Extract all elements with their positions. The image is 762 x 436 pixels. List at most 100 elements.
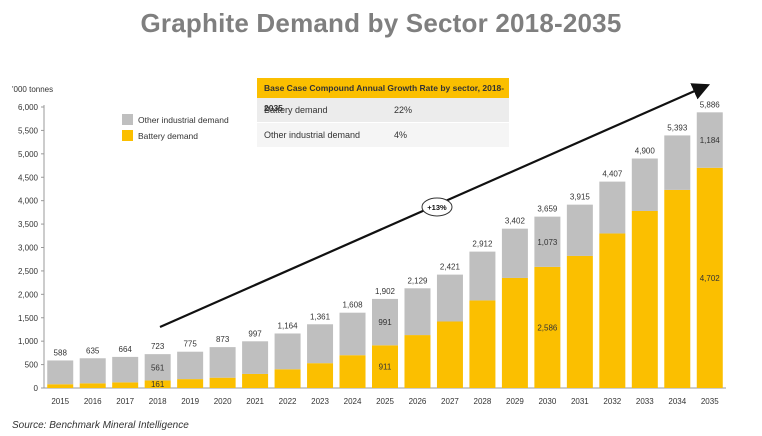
y-tick-label: 500 xyxy=(25,361,39,370)
x-tick-label: 2021 xyxy=(246,397,264,406)
cagr-table: Base Case Compound Annual Growth Rate by… xyxy=(257,78,509,148)
x-tick-label: 2031 xyxy=(571,397,589,406)
segment-label-other-2035: 1,184 xyxy=(700,136,721,145)
y-tick-label: 5,500 xyxy=(18,126,39,135)
x-tick-label: 2023 xyxy=(311,397,329,406)
bar-other-2029 xyxy=(501,228,528,278)
x-tick-label: 2034 xyxy=(668,397,686,406)
bar-battery-2018 xyxy=(144,380,171,388)
total-label-2032: 4,407 xyxy=(602,170,623,179)
y-tick-label: 4,000 xyxy=(18,197,39,206)
y-unit-label: '000 tonnes xyxy=(12,85,53,94)
x-tick-label: 2019 xyxy=(181,397,199,406)
bar-battery-2031 xyxy=(566,255,593,388)
x-tick-label: 2032 xyxy=(603,397,621,406)
total-label-2033: 4,900 xyxy=(635,147,656,156)
x-tick-label: 2016 xyxy=(84,397,102,406)
x-tick-label: 2017 xyxy=(116,397,134,406)
legend-swatch-0 xyxy=(122,114,133,125)
total-label-2035: 5,886 xyxy=(700,100,721,109)
total-label-2019: 775 xyxy=(183,340,197,349)
segment-label-other-2018: 561 xyxy=(151,363,165,372)
bar-other-2025 xyxy=(372,298,398,346)
bar-battery-2023 xyxy=(307,363,334,388)
bar-battery-2016 xyxy=(79,383,106,388)
legend-swatch-1 xyxy=(122,130,133,141)
y-tick-label: 3,000 xyxy=(18,244,39,253)
x-tick-label: 2025 xyxy=(376,397,394,406)
bar-battery-2021 xyxy=(242,373,269,388)
bar-other-2017 xyxy=(112,356,139,383)
y-tick-label: 1,500 xyxy=(18,314,39,323)
x-tick-label: 2020 xyxy=(214,397,232,406)
y-tick-label: 3,500 xyxy=(18,220,39,229)
legend-label-1: Battery demand xyxy=(138,131,198,141)
bar-battery-2033 xyxy=(631,210,658,388)
x-tick-label: 2024 xyxy=(344,397,362,406)
bar-battery-2028 xyxy=(469,300,496,388)
total-label-2018: 723 xyxy=(151,342,165,351)
bar-other-2022 xyxy=(274,333,301,370)
bar-battery-2034 xyxy=(664,189,691,388)
segment-label-other-2030: 1,073 xyxy=(537,238,558,247)
total-label-2034: 5,393 xyxy=(667,123,688,132)
y-tick-label: 6,000 xyxy=(18,103,39,112)
bar-battery-2015 xyxy=(47,384,74,388)
y-tick-label: 2,000 xyxy=(18,290,39,299)
bar-battery-2032 xyxy=(599,233,626,388)
total-label-2028: 2,912 xyxy=(472,240,493,249)
cagr-row: Battery demand 22% xyxy=(257,98,509,123)
total-label-2026: 2,129 xyxy=(407,276,428,285)
legend-label-0: Other industrial demand xyxy=(138,115,229,125)
cagr-sector-other: Other industrial demand xyxy=(264,130,361,140)
bar-other-2033 xyxy=(631,158,658,211)
bar-other-2016 xyxy=(79,358,106,384)
total-label-2023: 1,361 xyxy=(310,312,331,321)
bar-other-2035 xyxy=(696,112,723,168)
total-label-2022: 1,164 xyxy=(278,321,299,330)
bar-other-2026 xyxy=(404,288,431,336)
cagr-value-other: 4% xyxy=(394,130,408,140)
total-label-2029: 3,402 xyxy=(505,217,526,226)
y-tick-label: 4,500 xyxy=(18,173,39,182)
bar-battery-2035 xyxy=(696,167,723,388)
total-label-2020: 873 xyxy=(216,335,230,344)
total-label-2016: 635 xyxy=(86,346,100,355)
x-tick-label: 2033 xyxy=(636,397,654,406)
bar-other-2032 xyxy=(599,181,626,234)
total-label-2024: 1,608 xyxy=(343,301,364,310)
segment-label-battery-2018: 161 xyxy=(151,380,165,389)
cagr-value-battery: 22% xyxy=(394,105,413,115)
bar-battery-2020 xyxy=(209,377,236,388)
total-label-2030: 3,659 xyxy=(537,205,558,214)
bar-other-2027 xyxy=(436,274,463,322)
segment-label-battery-2025: 911 xyxy=(379,363,392,372)
x-tick-label: 2027 xyxy=(441,397,459,406)
y-tick-label: 2,500 xyxy=(18,267,39,276)
total-label-2015: 588 xyxy=(54,348,68,357)
bar-battery-2024 xyxy=(339,355,366,388)
trend-label: +13% xyxy=(427,203,447,212)
bar-other-2024 xyxy=(339,312,366,356)
trend-label-bubble xyxy=(421,197,453,217)
total-label-2025: 1,902 xyxy=(375,287,396,296)
bar-battery-2030 xyxy=(534,266,561,388)
bar-battery-2025 xyxy=(372,345,398,388)
x-tick-label: 2029 xyxy=(506,397,524,406)
segment-label-battery-2035: 4,702 xyxy=(700,274,721,283)
bar-battery-2026 xyxy=(404,335,431,388)
bar-other-2028 xyxy=(469,251,496,301)
y-tick-label: 0 xyxy=(34,384,39,393)
x-tick-label: 2035 xyxy=(701,397,719,406)
cagr-row: Other industrial demand 4% xyxy=(257,123,509,148)
bar-other-2031 xyxy=(566,204,593,256)
cagr-sector-battery: Battery demand xyxy=(264,105,328,115)
bar-other-2019 xyxy=(177,351,204,380)
total-label-2017: 664 xyxy=(119,345,133,354)
total-label-2021: 997 xyxy=(248,329,262,338)
y-tick-label: 1,000 xyxy=(18,337,39,346)
bar-battery-2017 xyxy=(112,382,139,388)
bar-other-2030 xyxy=(534,216,561,267)
bar-battery-2019 xyxy=(177,379,204,388)
